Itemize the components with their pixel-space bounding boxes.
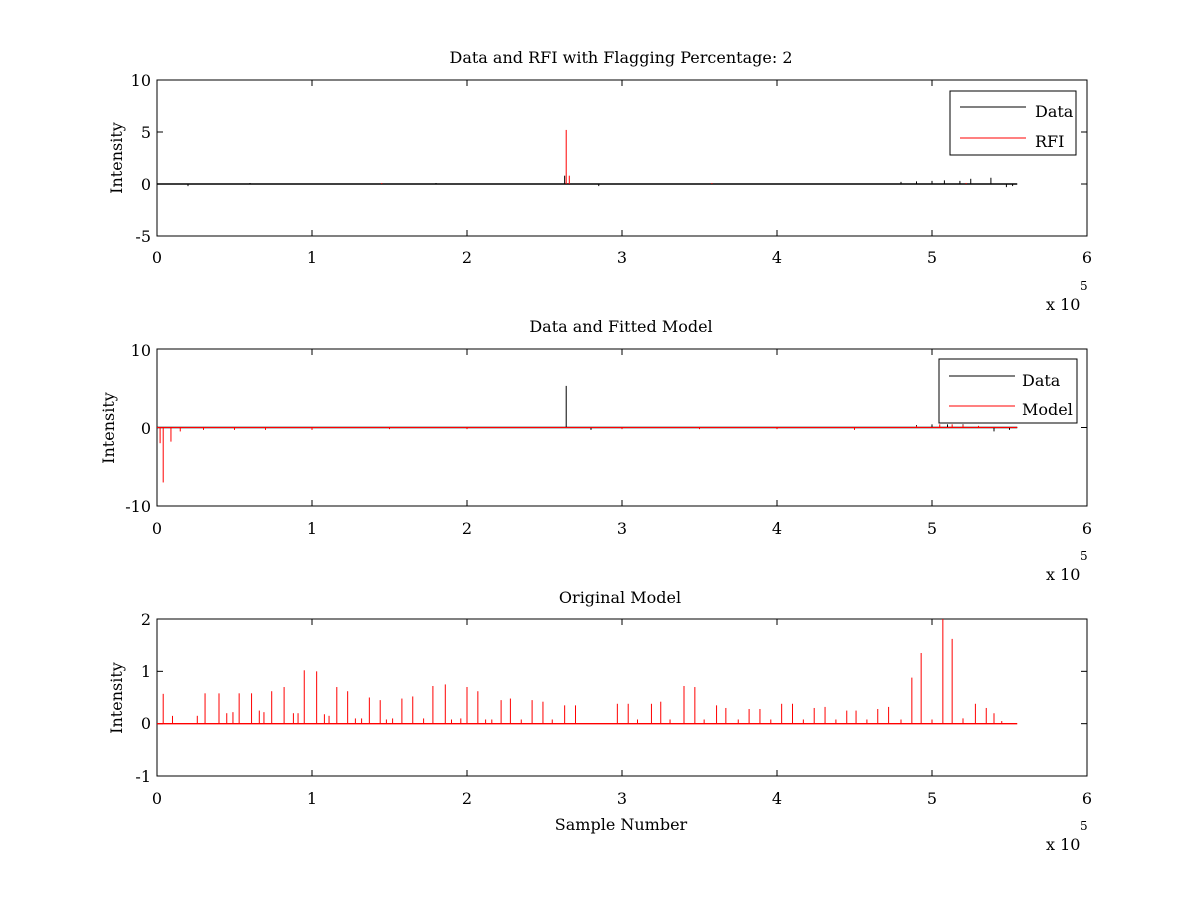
x-ticks: 0 1 2 3 4 5 6 bbox=[152, 248, 1092, 267]
series-layer bbox=[156, 618, 1088, 777]
x-tick-label: 5 bbox=[927, 248, 937, 267]
x-tick-label: 2 bbox=[462, 248, 472, 267]
x-multiplier-exponent: 5 bbox=[1080, 819, 1088, 833]
x-multiplier-exponent: 5 bbox=[1080, 279, 1088, 293]
x-tick-label: 1 bbox=[307, 789, 317, 808]
x-tick-label: 6 bbox=[1082, 248, 1092, 267]
y-tick-label: 10 bbox=[131, 341, 151, 360]
plot-area bbox=[156, 618, 1088, 777]
x-multiplier: x 10 bbox=[1046, 565, 1080, 584]
panel-title: Original Model bbox=[559, 588, 681, 607]
legend-label-data: Data bbox=[1035, 102, 1074, 121]
x-axis-label: Sample Number bbox=[555, 815, 688, 834]
legend-label-rfi: RFI bbox=[1035, 132, 1064, 151]
x-tick-label: 4 bbox=[772, 519, 782, 538]
y-tick-label: 0 bbox=[141, 175, 151, 194]
panel-title: Data and Fitted Model bbox=[529, 317, 712, 336]
x-tick-label: 5 bbox=[927, 789, 937, 808]
x-tick-label: 2 bbox=[462, 519, 472, 538]
x-multiplier-exponent: 5 bbox=[1080, 549, 1088, 563]
x-tick-label: 1 bbox=[307, 248, 317, 267]
legend: Data RFI bbox=[949, 90, 1077, 156]
series-data bbox=[157, 175, 1018, 188]
y-tick-label: 10 bbox=[131, 71, 151, 90]
x-ticks: 0 1 2 3 4 5 6 bbox=[152, 519, 1092, 538]
x-tick-label: 3 bbox=[617, 519, 627, 538]
x-multiplier: x 10 bbox=[1046, 295, 1080, 314]
legend: Data Model bbox=[938, 358, 1078, 424]
y-tick-label: 1 bbox=[141, 662, 151, 681]
panel-title: Data and RFI with Flagging Percentage: 2 bbox=[449, 48, 792, 67]
y-tick-label: 0 bbox=[141, 714, 151, 733]
y-tick-label: -1 bbox=[135, 767, 151, 786]
x-tick-label: 0 bbox=[152, 519, 162, 538]
y-axis-label: Intensity bbox=[107, 122, 126, 194]
y-ticks: -5 0 5 10 bbox=[131, 71, 151, 246]
tick-marks bbox=[156, 79, 1088, 237]
y-tick-label: 5 bbox=[141, 123, 151, 142]
y-tick-label: -5 bbox=[135, 227, 151, 246]
legend-label-model: Model bbox=[1022, 400, 1073, 419]
series-layer bbox=[156, 348, 1088, 507]
panel-original-model: Original Model Intensity 0 1 2 3 4 5 6 -… bbox=[107, 588, 1092, 854]
y-axis-label: Intensity bbox=[99, 392, 118, 464]
plot-area bbox=[156, 79, 1088, 237]
y-tick-label: 0 bbox=[141, 419, 151, 438]
tick-marks bbox=[156, 618, 1088, 777]
y-ticks: -10 0 10 bbox=[125, 341, 151, 516]
y-ticks: -1 0 1 2 bbox=[135, 610, 151, 786]
x-tick-label: 3 bbox=[617, 789, 627, 808]
x-tick-label: 1 bbox=[307, 519, 317, 538]
y-tick-label: 2 bbox=[141, 610, 151, 629]
series-rfi bbox=[381, 129, 967, 184]
series-model bbox=[157, 424, 1018, 483]
y-axis-label: Intensity bbox=[107, 662, 126, 734]
series-layer bbox=[156, 79, 1088, 237]
x-tick-label: 0 bbox=[152, 248, 162, 267]
x-ticks: 0 1 2 3 4 5 6 bbox=[152, 789, 1092, 808]
x-tick-label: 0 bbox=[152, 789, 162, 808]
x-tick-label: 6 bbox=[1082, 519, 1092, 538]
x-tick-label: 2 bbox=[462, 789, 472, 808]
panel-rfi: Data and RFI with Flagging Percentage: 2… bbox=[107, 48, 1092, 314]
x-tick-label: 6 bbox=[1082, 789, 1092, 808]
x-tick-label: 3 bbox=[617, 248, 627, 267]
x-multiplier: x 10 bbox=[1046, 835, 1080, 854]
legend-label-data: Data bbox=[1022, 371, 1061, 390]
y-tick-label: -10 bbox=[125, 497, 151, 516]
series-model bbox=[157, 619, 1018, 725]
legend-box bbox=[949, 90, 1077, 156]
panel-fitted-model: Data and Fitted Model Intensity 0 1 2 3 … bbox=[99, 317, 1092, 584]
legend-box bbox=[938, 358, 1078, 424]
x-tick-label: 4 bbox=[772, 789, 782, 808]
x-tick-label: 5 bbox=[927, 519, 937, 538]
x-tick-label: 4 bbox=[772, 248, 782, 267]
